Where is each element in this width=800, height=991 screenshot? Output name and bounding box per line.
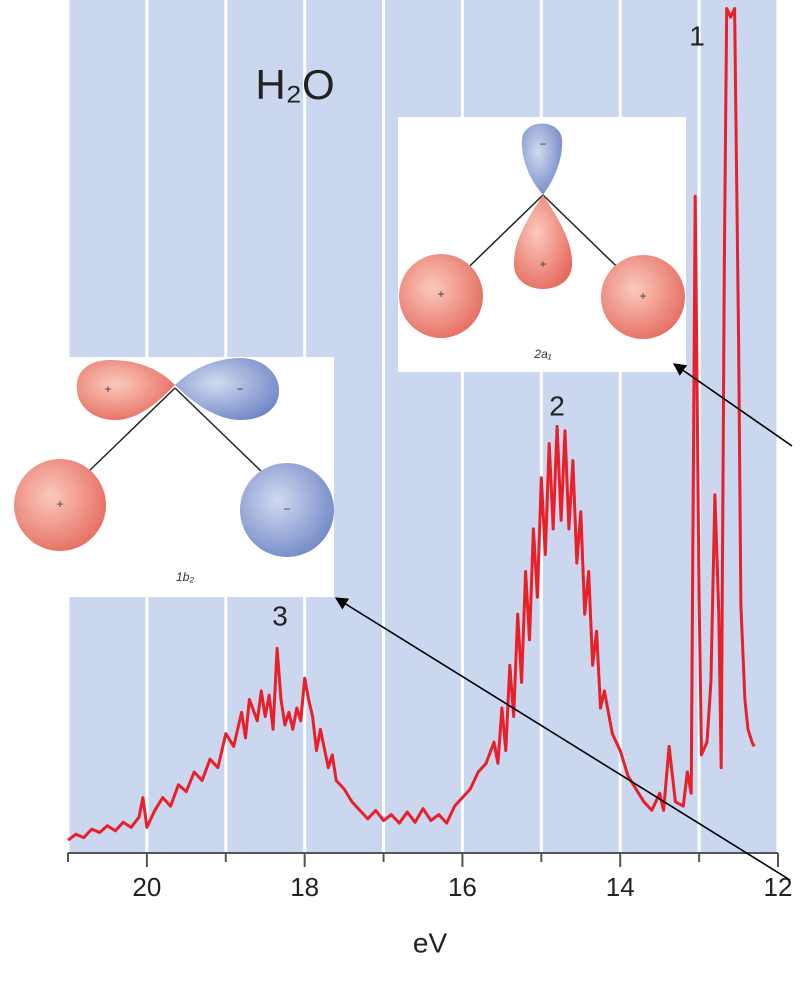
peak-label: 1 — [689, 20, 705, 51]
x-tick-label: 20 — [132, 872, 161, 902]
orbital-sign: + — [104, 382, 111, 396]
x-axis-label: eV — [413, 927, 448, 958]
orbital-sign: + — [437, 287, 444, 301]
orbital-label: 1b₂ — [176, 570, 194, 584]
spectrum-line — [67, 7, 756, 842]
orbital-sign: + — [639, 289, 646, 303]
x-tick-label: 12 — [764, 872, 793, 902]
orbital-label: 2a₁ — [533, 347, 551, 361]
pointer-arrow — [672, 363, 793, 447]
orbital-sign: − — [283, 502, 290, 516]
pointer-arrow — [334, 597, 791, 881]
peak-label: 3 — [272, 600, 288, 631]
orbital-sign: + — [56, 497, 63, 511]
x-tick-label: 16 — [448, 872, 477, 902]
inset-1b2: + − + − 1b₂ — [10, 357, 334, 597]
inset-2a1: − + + + 2a₁ — [398, 117, 686, 372]
orbital-sign: − — [236, 382, 243, 396]
chart-title: H₂O — [255, 61, 334, 108]
peak-label: 2 — [549, 390, 565, 421]
orbital-sign: − — [539, 137, 546, 151]
x-tick-label: 18 — [290, 872, 319, 902]
orbital-sign: + — [539, 257, 546, 271]
x-tick-label: 14 — [606, 872, 635, 902]
